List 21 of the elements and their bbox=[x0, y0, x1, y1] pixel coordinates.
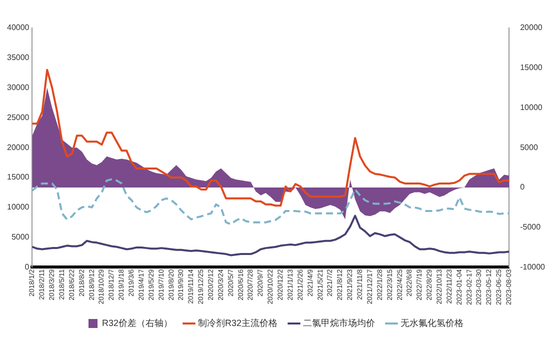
line-series bbox=[31, 178, 510, 226]
y-tick-label: 25000 bbox=[6, 112, 30, 122]
y2-tick-label: 15000 bbox=[520, 63, 543, 72]
y2-tick-label: 5000 bbox=[520, 142, 538, 152]
y-tick-label: 5000 bbox=[11, 232, 30, 242]
y-tick-label: 15000 bbox=[6, 172, 30, 182]
y-tick-label: 30000 bbox=[6, 83, 30, 92]
y-tick-label: 40000 bbox=[6, 23, 30, 32]
y-tick-label: 20000 bbox=[6, 142, 30, 152]
y-tick-label: 10000 bbox=[6, 202, 30, 212]
y-tick-label: 35000 bbox=[6, 53, 30, 62]
y2-tick-label: 20000 bbox=[520, 23, 543, 32]
legend-label: 无水氟化氢价格 bbox=[400, 318, 464, 328]
legend-label: R32价差（右轴） bbox=[102, 318, 173, 328]
y-tick-label: 0 bbox=[24, 262, 30, 272]
legend-label: 制冷剂R32主流价格 bbox=[198, 318, 278, 328]
y2-tick-label: -10000 bbox=[520, 262, 546, 272]
legend-label: 二氯甲烷市场均价 bbox=[303, 318, 376, 328]
y2-tick-label: 0 bbox=[520, 182, 526, 192]
y2-tick-label: 10000 bbox=[520, 102, 543, 112]
y2-tick-label: -5000 bbox=[520, 222, 542, 232]
